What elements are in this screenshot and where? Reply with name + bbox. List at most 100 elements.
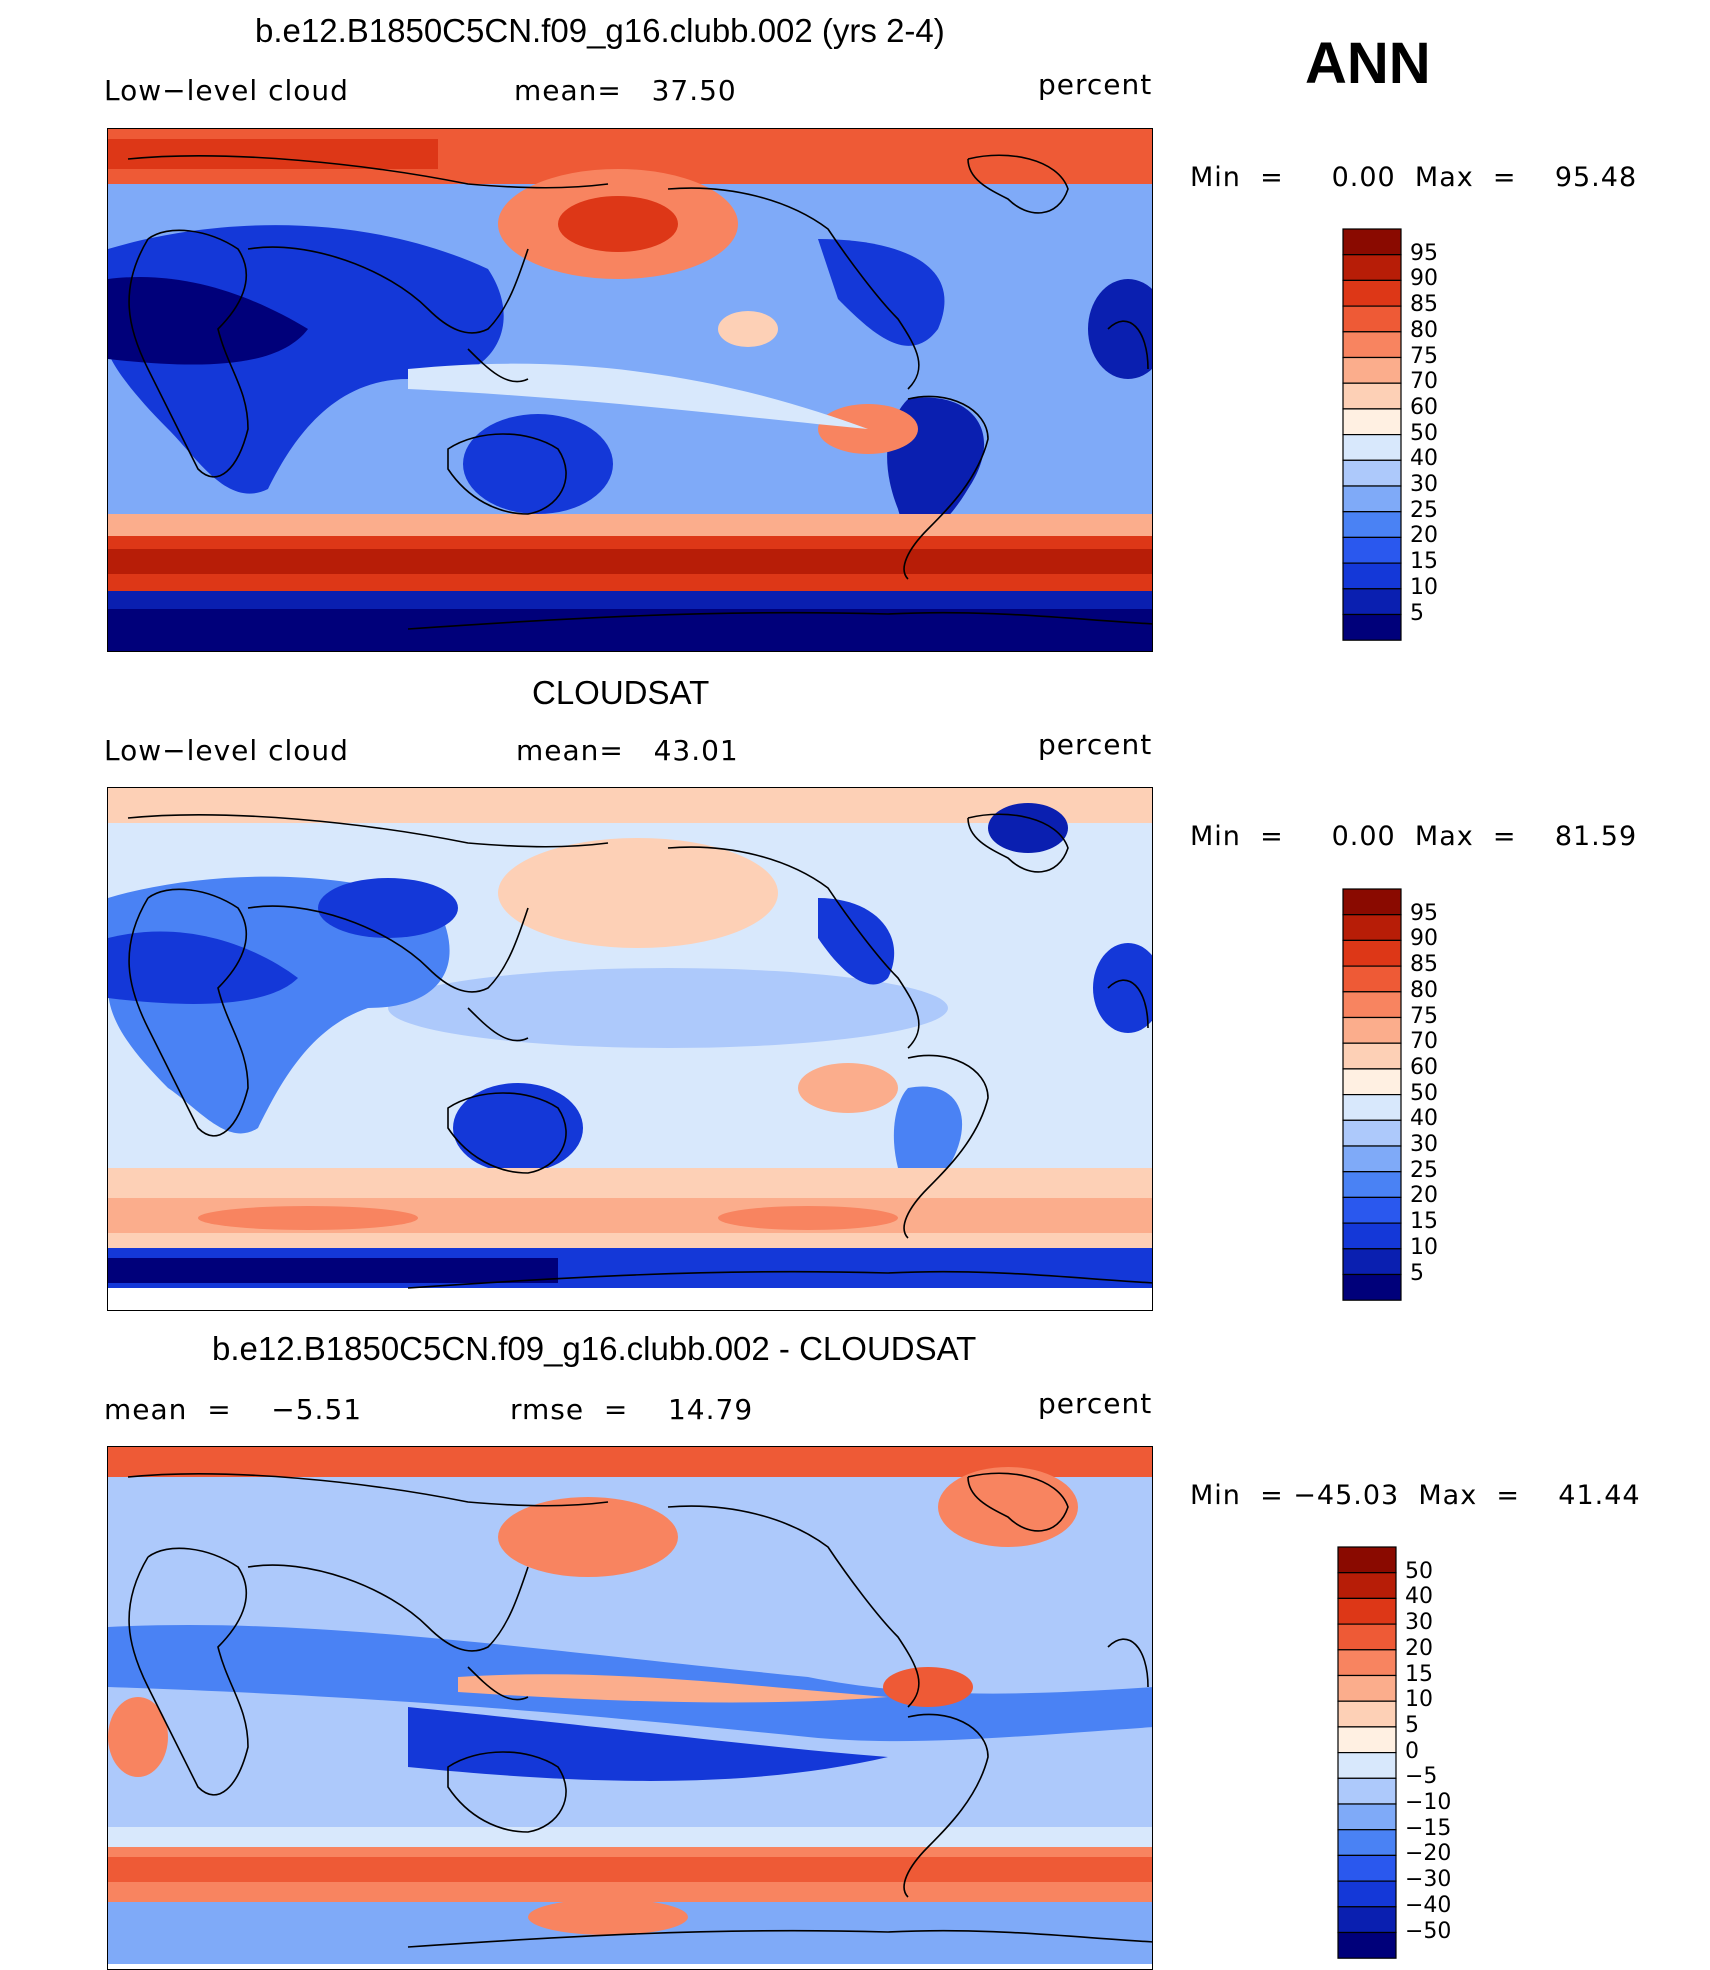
colorbar-box	[1337, 1572, 1397, 1600]
colorbar-box	[1342, 1222, 1402, 1250]
panel-2-central-asia-clear	[318, 878, 458, 938]
colorbar-box	[1337, 1803, 1397, 1831]
panel-3-mean-label: mean = −5.51	[104, 1393, 363, 1426]
colorbar-box	[1337, 1752, 1397, 1779]
colorbar-level-label: 30	[1405, 1610, 1433, 1636]
colorbar-level-label: 15	[1410, 1209, 1438, 1235]
panel-2-australia-clear	[453, 1083, 583, 1173]
colorbar-level-label: −5	[1405, 1764, 1438, 1790]
panel-2-tropical-pacific	[388, 968, 948, 1048]
panel-2-coastlines	[127, 813, 1152, 1289]
panel-3-ross-sea-diff	[528, 1899, 688, 1935]
panel-3-peru-coast-diff	[883, 1667, 973, 1707]
colorbar-level-label: 80	[1410, 317, 1438, 343]
colorbar-box	[1337, 1906, 1397, 1934]
panel-3-units-label: percent	[1038, 1387, 1153, 1420]
colorbar-level-label: 40	[1410, 1106, 1438, 1132]
colorbar-level-label: 25	[1410, 1157, 1438, 1183]
colorbar-box	[1342, 914, 1402, 942]
colorbar-level-label: 20	[1410, 1183, 1438, 1209]
panel-3-itcz-diff	[458, 1674, 888, 1703]
colorbar-level-label: 5	[1410, 600, 1424, 626]
panel-1-atlantic-edge	[1088, 279, 1152, 379]
colorbar-box	[1342, 382, 1402, 410]
colorbar-level-label: 10	[1410, 1234, 1438, 1260]
colorbar-level-label: 30	[1410, 1132, 1438, 1157]
colorbar-level-label: 30	[1410, 472, 1438, 497]
panel-1-mean-label: mean= 37.50	[514, 74, 737, 107]
colorbar-level-label: 75	[1410, 343, 1438, 369]
colorbar-level-label: 10	[1405, 1687, 1433, 1713]
colorbar-level-label: 25	[1410, 497, 1438, 523]
panel-1-southern-ocean-outer	[108, 514, 1152, 536]
colorbar-box	[1342, 511, 1402, 539]
panel-3-south-pacific-diff	[408, 1707, 888, 1781]
colorbar-box	[1342, 613, 1402, 641]
panel-1-map-svg	[108, 129, 1152, 651]
colorbar-box	[1337, 1854, 1397, 1882]
colorbar-level-label: 50	[1410, 1080, 1438, 1106]
colorbar-level-label: −15	[1405, 1815, 1452, 1841]
panel-2-units-label: percent	[1038, 728, 1153, 761]
colorbar-level-label: 75	[1410, 1003, 1438, 1029]
colorbar-level-label: 40	[1405, 1584, 1433, 1610]
colorbar-level-label: 20	[1405, 1635, 1433, 1661]
colorbar-level-label: 50	[1405, 1558, 1433, 1584]
colorbar-box	[1342, 1042, 1402, 1070]
panel-1-australia-clear	[463, 414, 613, 514]
panel-1-arctic-core	[108, 139, 438, 169]
colorbar-box	[1342, 1273, 1402, 1301]
season-label: ANN	[1305, 31, 1431, 96]
colorbar-level-label: 85	[1410, 292, 1438, 318]
colorbar-level-label: 60	[1410, 1054, 1438, 1080]
panel-3-namibia-diff	[108, 1697, 168, 1777]
panel-3-southern-ocean-outer	[108, 1827, 1152, 1847]
colorbar-box	[1342, 305, 1402, 333]
colorbar-box	[1342, 1119, 1402, 1147]
colorbar-level-label: −30	[1405, 1867, 1452, 1893]
panel-2-greenland-clear	[988, 803, 1068, 853]
colorbar-box	[1337, 1649, 1397, 1677]
colorbar-level-label: 15	[1405, 1661, 1433, 1687]
panel-3-coastlines	[127, 1472, 1152, 1948]
colorbar-level-label: −10	[1405, 1790, 1452, 1815]
colorbar-box	[1337, 1674, 1397, 1702]
panel-1-coastlines	[127, 154, 1152, 630]
colorbar-box	[1342, 965, 1402, 993]
colorbar-box	[1342, 356, 1402, 384]
colorbar-svg	[1342, 228, 1402, 641]
colorbar-box	[1337, 1623, 1397, 1651]
panel-2-north-america-clear	[818, 898, 895, 985]
colorbar-box	[1342, 408, 1402, 436]
colorbar-level-label: 70	[1410, 369, 1438, 395]
panel-2-atlantic-edge	[1093, 943, 1152, 1033]
colorbar-box	[1342, 562, 1402, 590]
panel-3-southern-ocean-core	[108, 1857, 1152, 1882]
colorbar-level-label: 95	[1410, 900, 1438, 926]
panel-3-title: b.e12.B1850C5CN.f09_g16.clubb.002 - CLOU…	[212, 1330, 977, 1367]
colorbar-box	[1337, 1597, 1397, 1625]
panel-2-north-pacific-cloud	[498, 838, 778, 948]
panel-3-colorbar: 50 40 30 20 15 10 5 0 −5 −10 −15 −20 −30 −40 −50	[1337, 1546, 1451, 1964]
panel-2-map-svg	[108, 788, 1152, 1310]
colorbar-box	[1342, 331, 1402, 359]
colorbar-box	[1342, 939, 1402, 967]
panel-2-variable-label: Low−level cloud	[104, 734, 349, 767]
panel-3-minmax: Min = −45.03 Max = 41.44	[1190, 1480, 1641, 1511]
colorbar-level-label: 90	[1410, 926, 1438, 952]
panel-2-minmax: Min = 0.00 Max = 81.59	[1190, 821, 1638, 852]
panel-2-southern-ocean-core-west	[198, 1206, 418, 1230]
panel-1-ne-pacific-stratocumulus	[718, 311, 778, 347]
colorbar-level-label: −40	[1405, 1892, 1452, 1918]
colorbar-level-label: 90	[1410, 266, 1438, 292]
panel-1-colorbar: 95 90 85 80 75 70 60 50 40 30 25 20 15 10 5	[1342, 228, 1438, 646]
colorbar-box	[1337, 1880, 1397, 1908]
panel-2-sahara-clear	[108, 931, 298, 1004]
colorbar-box	[1342, 991, 1402, 1019]
colorbar-box	[1342, 279, 1402, 307]
colorbar-box	[1342, 536, 1402, 564]
colorbar-box	[1342, 1171, 1402, 1199]
colorbar-box	[1337, 1777, 1397, 1805]
panel-3-rmse-label: rmse = 14.79	[510, 1393, 754, 1426]
panel-1-map	[107, 128, 1153, 652]
